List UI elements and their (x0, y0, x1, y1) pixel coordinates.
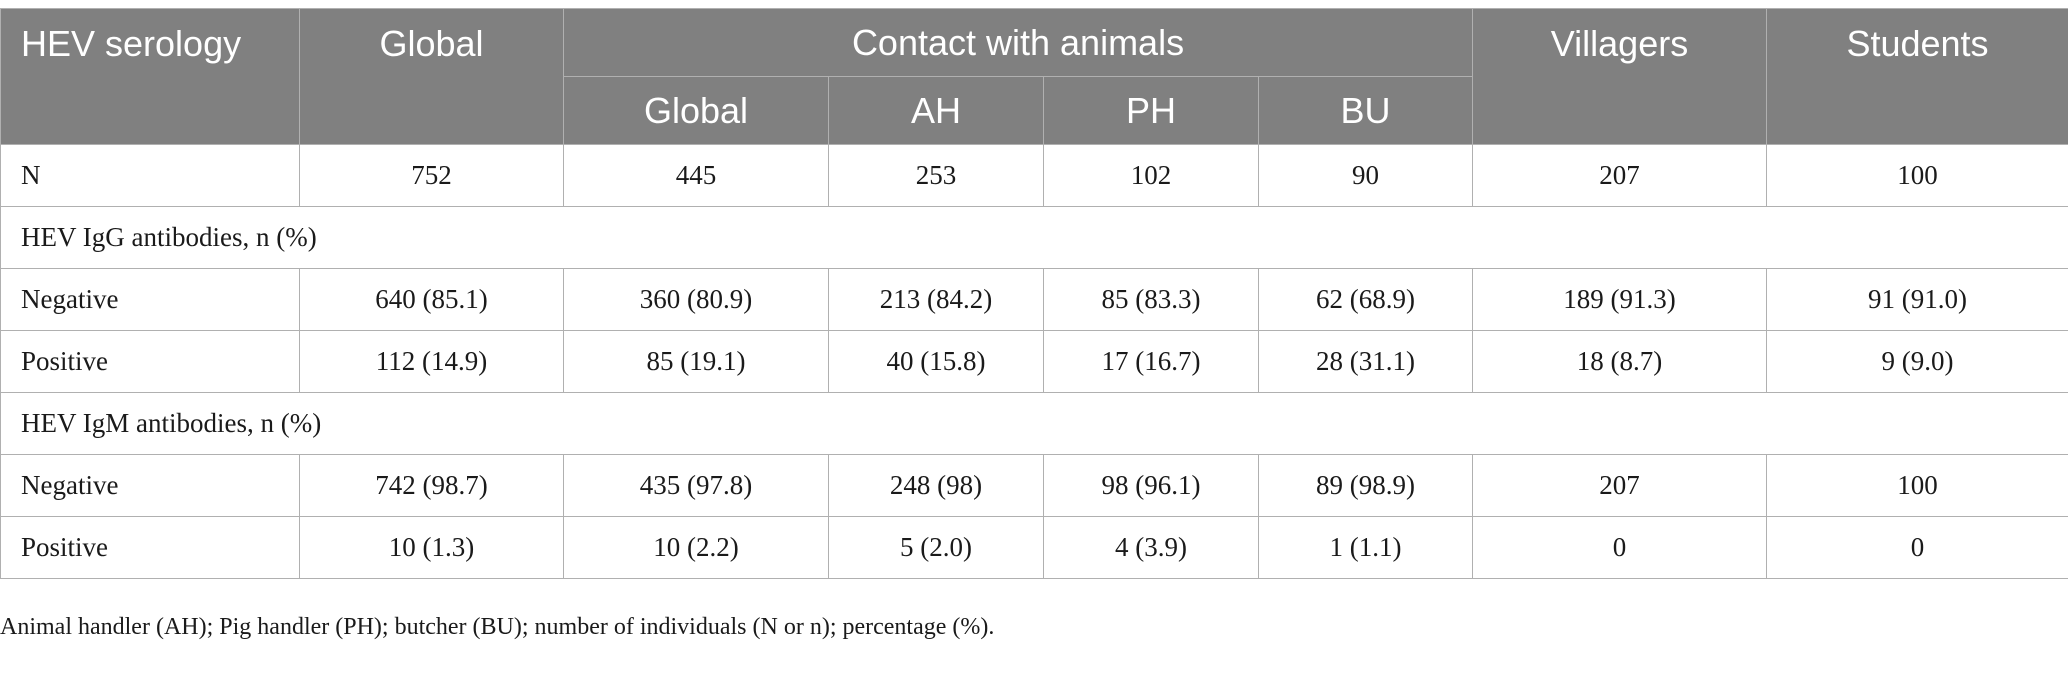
cell-villagers: 207 (1472, 144, 1768, 207)
header-hev-serology: HEV serology (0, 8, 300, 145)
cell-contact-global: 435 (97.8) (563, 454, 829, 517)
cell-villagers: 18 (8.7) (1472, 330, 1768, 393)
cell-contact-global: 445 (563, 144, 829, 207)
header-row-2: Global AH PH BU (1, 76, 2068, 145)
hev-serology-table: HEV serology Global Contact with animals… (0, 8, 2068, 579)
row-label: Negative (0, 268, 300, 331)
header-contact-ph: PH (1043, 76, 1259, 145)
section-row-igg: HEV IgG antibodies, n (%) (0, 206, 2068, 269)
cell-bu: 90 (1257, 144, 1474, 207)
cell-contact-global: 85 (19.1) (563, 330, 829, 393)
cell-global: 640 (85.1) (299, 268, 564, 331)
cell-ph: 102 (1043, 144, 1259, 207)
cell-students: 0 (1766, 516, 2068, 579)
table-row-igg-positive: Positive 112 (14.9) 85 (19.1) 40 (15.8) … (0, 330, 2068, 393)
section-title-igg: HEV IgG antibodies, n (%) (0, 206, 2068, 269)
cell-contact-global: 360 (80.9) (563, 268, 829, 331)
cell-bu: 62 (68.9) (1257, 268, 1474, 331)
row-label: Positive (0, 516, 300, 579)
cell-ah: 253 (828, 144, 1044, 207)
header-students: Students (1766, 8, 2068, 145)
cell-global: 10 (1.3) (299, 516, 564, 579)
cell-bu: 1 (1.1) (1257, 516, 1474, 579)
section-title-igm: HEV IgM antibodies, n (%) (0, 392, 2068, 455)
cell-ah: 213 (84.2) (828, 268, 1044, 331)
cell-students: 100 (1766, 144, 2068, 207)
table-row-igm-negative: Negative 742 (98.7) 435 (97.8) 248 (98) … (0, 454, 2068, 517)
cell-students: 9 (9.0) (1766, 330, 2068, 393)
cell-ph: 98 (96.1) (1043, 454, 1259, 517)
header-villagers: Villagers (1472, 8, 1768, 145)
cell-ah: 40 (15.8) (828, 330, 1044, 393)
header-global: Global (299, 8, 564, 145)
header-contact-global: Global (563, 76, 829, 145)
cell-bu: 28 (31.1) (1257, 330, 1474, 393)
row-label: N (0, 144, 300, 207)
cell-ph: 17 (16.7) (1043, 330, 1259, 393)
cell-ph: 4 (3.9) (1043, 516, 1259, 579)
cell-villagers: 207 (1472, 454, 1768, 517)
cell-global: 112 (14.9) (299, 330, 564, 393)
cell-contact-global: 10 (2.2) (563, 516, 829, 579)
table-header: HEV serology Global Contact with animals… (0, 8, 2068, 145)
header-contact-ah: AH (828, 76, 1044, 145)
cell-villagers: 0 (1472, 516, 1768, 579)
cell-ph: 85 (83.3) (1043, 268, 1259, 331)
table-footnote: Animal handler (AH); Pig handler (PH); b… (0, 614, 995, 640)
header-row-1: HEV serology Global Contact with animals… (0, 8, 2068, 145)
table-body: N 752 445 253 102 90 207 100 HEV IgG ant… (0, 144, 2068, 579)
cell-global: 752 (299, 144, 564, 207)
cell-villagers: 189 (91.3) (1472, 268, 1768, 331)
row-label: Negative (0, 454, 300, 517)
table-row-igg-negative: Negative 640 (85.1) 360 (80.9) 213 (84.2… (0, 268, 2068, 331)
header-contact-bu: BU (1257, 76, 1474, 145)
cell-global: 742 (98.7) (299, 454, 564, 517)
cell-ah: 5 (2.0) (828, 516, 1044, 579)
cell-bu: 89 (98.9) (1257, 454, 1474, 517)
row-label: Positive (0, 330, 300, 393)
table-row-igm-positive: Positive 10 (1.3) 10 (2.2) 5 (2.0) 4 (3.… (0, 516, 2068, 579)
cell-ah: 248 (98) (828, 454, 1044, 517)
header-contact-with-animals: Contact with animals (562, 8, 1474, 77)
table-row-n: N 752 445 253 102 90 207 100 (0, 144, 2068, 207)
section-row-igm: HEV IgM antibodies, n (%) (0, 392, 2068, 455)
cell-students: 91 (91.0) (1766, 268, 2068, 331)
cell-students: 100 (1766, 454, 2068, 517)
